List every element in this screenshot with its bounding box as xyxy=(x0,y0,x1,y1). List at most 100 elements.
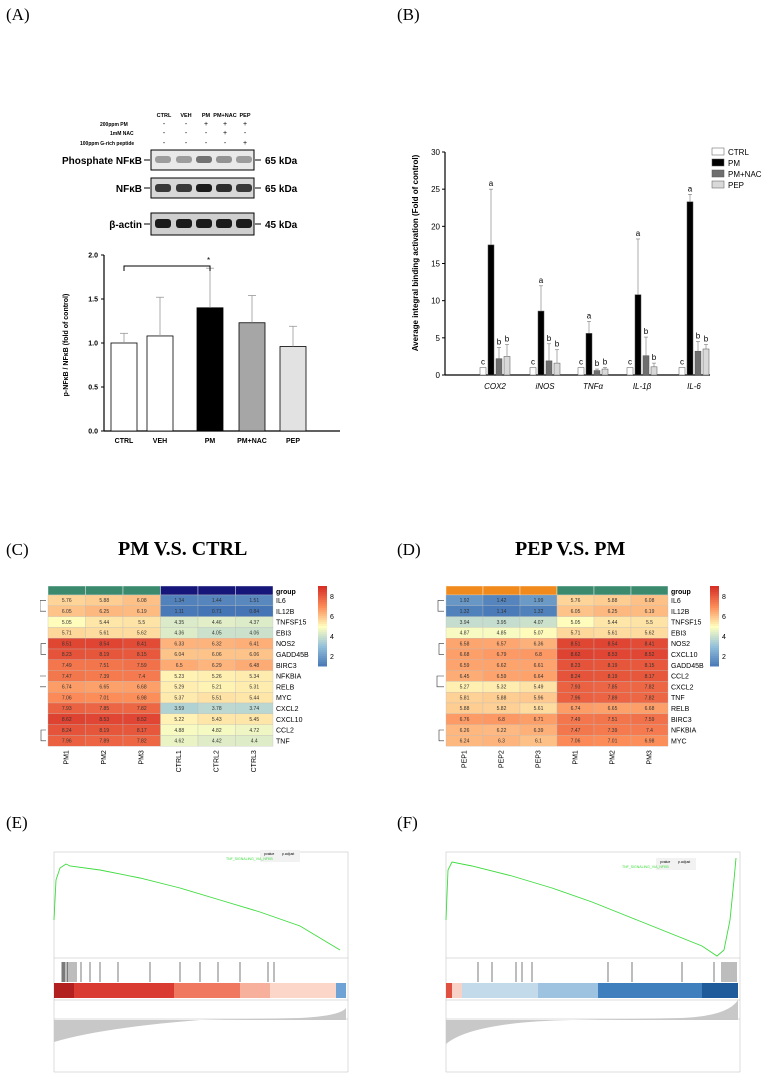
color-scale-step xyxy=(710,592,719,595)
blot-label-actin: β-actin xyxy=(109,220,142,231)
group-bar-cell xyxy=(122,585,161,596)
heatmap-row-label: CCL2 xyxy=(671,674,689,681)
color-scale-step xyxy=(318,646,327,649)
heatmap-row-label: RELB xyxy=(671,706,690,713)
heatmap-value: 7.96 xyxy=(62,739,72,745)
significance-letter: b xyxy=(704,335,709,344)
heatmap-value: 6.65 xyxy=(608,706,618,712)
legend-swatch xyxy=(711,169,725,178)
bar xyxy=(702,348,710,376)
heatmap-value: 8.17 xyxy=(137,728,147,734)
color-scale-step xyxy=(710,616,719,619)
color-scale-step xyxy=(710,628,719,631)
x-tick-label: PM+NAC xyxy=(237,438,267,445)
color-scale-step xyxy=(710,602,719,605)
color-scale-step xyxy=(318,624,327,627)
heatmap-value: 8.54 xyxy=(608,641,618,647)
heatmap-row-label: NOS2 xyxy=(671,641,690,648)
heatmap-value: 5.81 xyxy=(460,695,470,701)
blot-size-nfkb: 65 kDa xyxy=(265,184,298,195)
heatmap-value: 7.82 xyxy=(645,685,655,691)
x-tick-label: iNOS xyxy=(535,382,555,391)
heatmap-value: 4.35 xyxy=(174,620,184,626)
heatmap-value: 7.82 xyxy=(137,706,147,712)
color-scale-step xyxy=(318,592,327,595)
treatment-mark: - xyxy=(163,121,166,128)
group-bar-cell xyxy=(630,585,669,596)
heatmap-value: 7.39 xyxy=(99,674,109,680)
lane-label: CTRL xyxy=(157,113,172,119)
heatmap-value: 5.76 xyxy=(62,598,72,604)
heatmap-value: 6.59 xyxy=(460,663,470,669)
heatmap-value: 5.88 xyxy=(497,695,507,701)
legend-label: CTRL xyxy=(728,148,749,157)
heatmap-value: 8.23 xyxy=(62,652,72,658)
heatmap-value: 6.79 xyxy=(497,652,507,658)
color-scale-step xyxy=(710,586,719,589)
bar xyxy=(577,367,585,376)
heatmap-value: 7.85 xyxy=(608,685,618,691)
color-scale-step xyxy=(710,624,719,627)
y-tick-label: 5 xyxy=(436,334,441,343)
significance-letter: b xyxy=(595,359,600,368)
x-tick-label: IL-6 xyxy=(687,382,701,391)
heatmap-row-label: CXCL2 xyxy=(276,706,299,713)
heatmap-value: 7.89 xyxy=(608,695,618,701)
heatmap-value: 4.37 xyxy=(249,620,259,626)
heatmap-value: 4.07 xyxy=(534,620,544,626)
heatmap-value: 5.29 xyxy=(174,685,184,691)
heatmap-row-label: IL6 xyxy=(276,598,286,605)
heatmap-row-label: BIRC3 xyxy=(276,663,297,670)
color-scale-tick: 6 xyxy=(722,614,726,621)
table-header: p.adjust xyxy=(678,860,690,864)
color-scale-step xyxy=(318,602,327,605)
color-scale-tick: 8 xyxy=(330,594,334,601)
heatmap-value: 6.25 xyxy=(608,609,618,615)
group-bar-cell xyxy=(593,585,632,596)
heatmap-value: 8.52 xyxy=(137,717,147,723)
color-scale-step xyxy=(710,590,719,593)
heatmap-value: 5.05 xyxy=(62,620,72,626)
y-tick-label: 0.0 xyxy=(88,429,98,436)
heatmap-cell xyxy=(235,735,274,747)
heatmap-value: 4.85 xyxy=(497,631,507,637)
significance-letter: b xyxy=(603,358,608,367)
significance-letter: a xyxy=(636,229,641,238)
heatmap-row-label: IL12B xyxy=(671,609,690,616)
bar xyxy=(553,362,561,376)
significance-letter: c xyxy=(481,358,485,367)
group-bar-cell xyxy=(197,585,236,596)
color-scale-step xyxy=(318,636,327,639)
heatmap-value: 7.93 xyxy=(62,706,72,712)
color-scale-step xyxy=(710,614,719,617)
western-blot: CTRL VEH PM PM+NAC PEP 200ppm PM 1mM NAC… xyxy=(62,113,298,236)
x-tick-label: CTRL xyxy=(115,438,134,445)
heatmap-value: 6.24 xyxy=(460,739,470,745)
heatmap-value: 1.44 xyxy=(212,598,222,604)
y-tick-label: 20 xyxy=(431,222,440,231)
blot-band xyxy=(155,184,171,192)
blot-label-nfkb: NFκB xyxy=(116,184,142,195)
treatment-label: 200ppm PM xyxy=(100,122,128,128)
color-scale-step xyxy=(710,644,719,647)
treatment-mark: - xyxy=(163,130,166,137)
dendrogram-branch xyxy=(437,600,444,612)
significance-letter: b xyxy=(547,334,552,343)
heatmap-value: 7.47 xyxy=(571,728,581,734)
heatmap-value: 6.65 xyxy=(99,685,109,691)
heatmap-col-label: CTRL2 xyxy=(214,750,221,772)
heatmap-value: 6.41 xyxy=(249,641,259,647)
blot-band xyxy=(155,219,171,228)
heatmap-value: 5.88 xyxy=(460,706,470,712)
significance-letter: a xyxy=(688,184,693,193)
color-scale-step xyxy=(710,594,719,597)
y-tick-label: 30 xyxy=(431,148,440,157)
heatmap-value: 3.59 xyxy=(174,706,184,712)
heatmap-value: 5.07 xyxy=(534,631,544,637)
lane-label: PM+NAC xyxy=(213,113,236,119)
heatmap-row-label: NFKBIA xyxy=(276,674,302,681)
heatmap-value: 7.59 xyxy=(137,663,147,669)
heatmap-value: 6.45 xyxy=(460,674,470,680)
heatmap-value: 3.95 xyxy=(497,620,507,626)
color-scale-step xyxy=(710,634,719,637)
